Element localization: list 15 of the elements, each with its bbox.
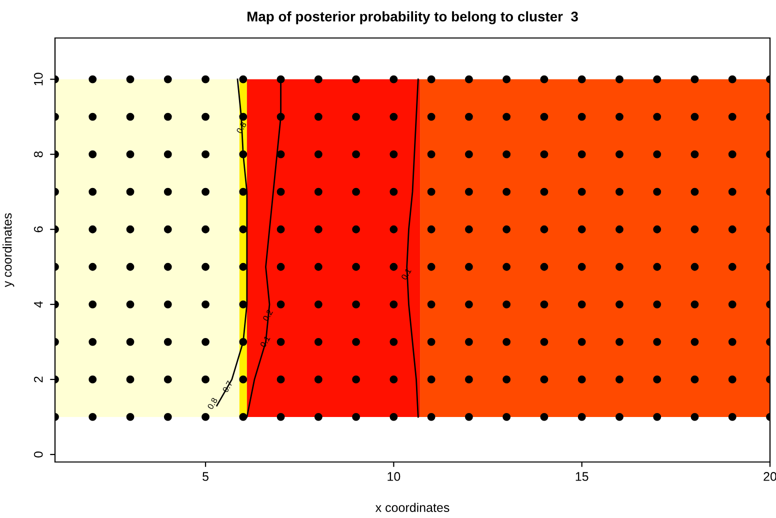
annotation: 0.8 xyxy=(207,397,218,410)
y-axis-title: y coordinates xyxy=(2,213,14,288)
y-tick-label: 8 xyxy=(34,151,43,158)
y-tick-label: 0 xyxy=(34,452,43,458)
x-tick-label: 10 xyxy=(388,472,400,481)
x-tick-label: 15 xyxy=(576,472,588,481)
y-tick-label: 10 xyxy=(34,72,43,86)
chart-title: Map of posterior probability to belong to cluster 3 xyxy=(248,11,578,24)
x-axis-title: x coordinates xyxy=(375,502,450,512)
line-series xyxy=(216,78,248,406)
y-tick-label: 2 xyxy=(34,376,43,382)
x-tick-label: 5 xyxy=(202,472,208,481)
x-tick-label: 20 xyxy=(764,472,776,481)
y-tick-label: 4 xyxy=(34,301,43,308)
y-tick-label: 6 xyxy=(34,226,43,232)
